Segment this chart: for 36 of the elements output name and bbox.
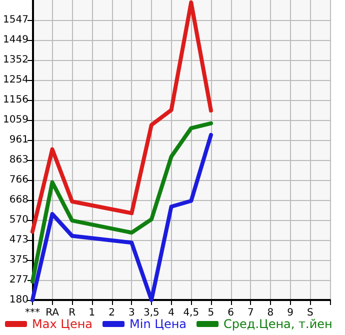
- y-tick-label: 863: [9, 154, 28, 166]
- legend-label: Max Цена: [32, 317, 93, 331]
- x-tick-label: 1: [88, 308, 96, 318]
- x-tick-label: 9: [287, 308, 294, 318]
- x-tick-label: 4: [168, 308, 174, 318]
- y-tick-label: 668: [9, 194, 28, 206]
- y-tick-label: 1254: [2, 74, 28, 86]
- x-tick-label: 2: [108, 308, 115, 318]
- line-series: [30, 121, 213, 284]
- x-tick-label: ***: [24, 308, 40, 318]
- y-tick-label: 473: [9, 234, 28, 246]
- y-tick-label: 961: [9, 134, 28, 146]
- y-tick-label: 180: [9, 294, 28, 306]
- x-tick-label: RA: [46, 308, 60, 318]
- y-tick-label: 1449: [2, 34, 28, 46]
- y-tick-label: 1352: [2, 54, 28, 66]
- x-tick-label: R: [68, 308, 76, 318]
- x-tick-label: 7: [247, 308, 254, 318]
- line-series: [30, 132, 213, 302]
- legend-label: Сред.Цена, т.йен: [224, 317, 332, 331]
- x-tick-label: 8: [267, 308, 274, 318]
- x-tick-label: 4,5: [183, 308, 200, 318]
- legend-label: Min Цена: [130, 317, 187, 331]
- x-tick-label: S: [306, 308, 314, 318]
- y-tick-label: 570: [9, 214, 28, 226]
- x-tick-label: 6: [228, 308, 234, 318]
- y-tick-label: 766: [9, 174, 28, 186]
- y-tick-label: 277: [9, 274, 28, 286]
- line-series: [30, 0, 213, 234]
- y-tick-label: 375: [9, 254, 28, 266]
- y-tick-label: 1059: [2, 114, 28, 126]
- y-tick-label: 1547: [2, 14, 28, 26]
- x-tick-label: 3: [128, 308, 135, 318]
- x-tick-label: 5: [208, 308, 214, 318]
- y-tick-label: 1156: [2, 94, 28, 106]
- x-tick-label: 3,5: [144, 308, 160, 318]
